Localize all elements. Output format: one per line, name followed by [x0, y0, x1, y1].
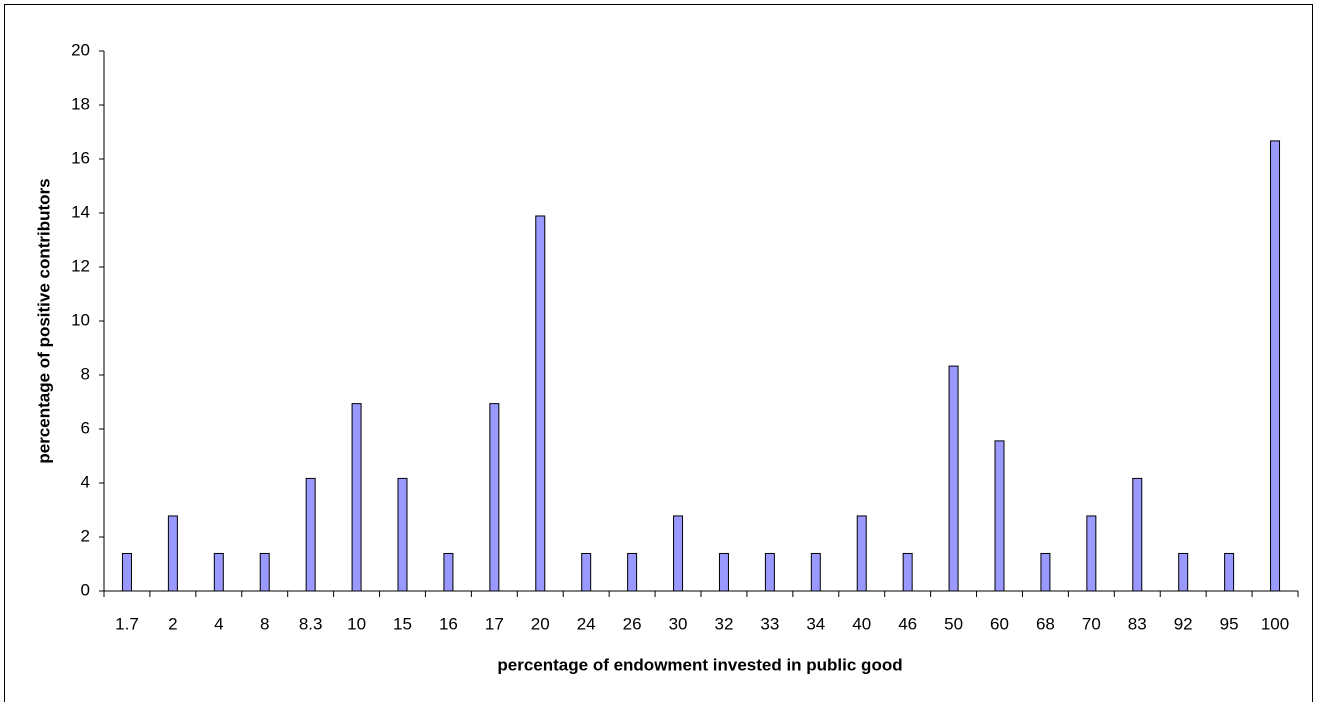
bar [627, 552, 638, 592]
x-tick-label: 8.3 [299, 614, 323, 633]
bar [718, 552, 729, 592]
bar [213, 552, 224, 592]
x-tick-label: 24 [577, 614, 596, 633]
bar [535, 215, 546, 592]
bar [581, 552, 592, 592]
x-tick-label: 68 [1036, 614, 1055, 633]
x-tick-label: 70 [1082, 614, 1101, 633]
x-tick-label: 32 [715, 614, 734, 633]
bar [1132, 477, 1143, 592]
y-axis-title: percentage of positive contributors [34, 178, 53, 463]
bar [259, 552, 270, 592]
x-tick-label: 92 [1174, 614, 1193, 633]
bar [1178, 552, 1189, 592]
bar [1040, 552, 1051, 592]
x-tick-label: 60 [990, 614, 1009, 633]
bar [810, 552, 821, 592]
bar [397, 477, 408, 592]
x-tick-label: 40 [852, 614, 871, 633]
x-tick-label: 95 [1220, 614, 1239, 633]
bar [673, 515, 684, 592]
x-tick-label: 20 [531, 614, 550, 633]
y-tick-label: 6 [81, 418, 90, 437]
bar [121, 552, 132, 592]
y-tick-label: 8 [81, 364, 90, 383]
y-tick-label: 14 [71, 202, 90, 221]
x-tick-label: 26 [623, 614, 642, 633]
x-tick-label: 30 [669, 614, 688, 633]
bar [994, 440, 1005, 592]
bar [167, 515, 178, 592]
bar [443, 552, 454, 592]
y-tick-label: 12 [71, 256, 90, 275]
x-tick-label: 34 [806, 614, 825, 633]
bar [902, 552, 913, 592]
y-tick-label: 0 [81, 580, 90, 599]
x-tick-label: 50 [944, 614, 963, 633]
x-tick-label: 16 [439, 614, 458, 633]
x-tick-label: 8 [260, 614, 269, 633]
x-tick-label: 100 [1261, 614, 1289, 633]
y-tick-label: 4 [81, 472, 90, 491]
x-tick-label: 1.7 [115, 614, 139, 633]
x-tick-label: 10 [347, 614, 366, 633]
y-tick-label: 10 [71, 310, 90, 329]
y-tick-label: 16 [71, 148, 90, 167]
bar [764, 552, 775, 592]
bar [948, 365, 959, 592]
y-tick-label: 2 [81, 526, 90, 545]
bar [489, 403, 500, 592]
x-axis-title: percentage of endowment invested in publ… [497, 655, 902, 674]
x-tick-label: 2 [168, 614, 177, 633]
bar [1086, 515, 1097, 592]
x-tick-label: 17 [485, 614, 504, 633]
bar [856, 515, 867, 592]
x-tick-label: 83 [1128, 614, 1147, 633]
x-tick-label: 4 [214, 614, 223, 633]
y-tick-label: 18 [71, 94, 90, 113]
bar [1224, 552, 1235, 592]
bar [305, 477, 316, 592]
bar [351, 403, 362, 592]
x-tick-label: 46 [898, 614, 917, 633]
y-tick-label: 20 [71, 40, 90, 59]
x-tick-label: 33 [760, 614, 779, 633]
chart-frame [4, 4, 1313, 702]
bar [1270, 140, 1281, 592]
x-tick-label: 15 [393, 614, 412, 633]
